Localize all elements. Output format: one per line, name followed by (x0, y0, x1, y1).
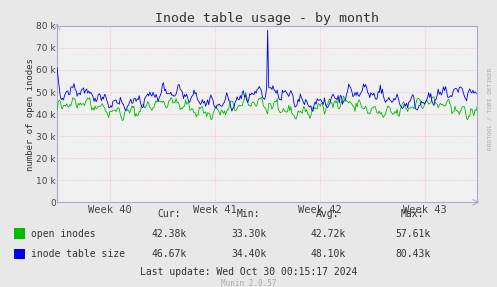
Text: Cur:: Cur: (157, 209, 181, 219)
Text: Last update: Wed Oct 30 00:15:17 2024: Last update: Wed Oct 30 00:15:17 2024 (140, 267, 357, 277)
Text: Max:: Max: (401, 209, 424, 219)
Text: 80.43k: 80.43k (395, 249, 430, 259)
Text: Avg:: Avg: (316, 209, 340, 219)
Text: 42.72k: 42.72k (311, 229, 345, 239)
Text: 48.10k: 48.10k (311, 249, 345, 259)
Y-axis label: number of open inodes: number of open inodes (26, 58, 35, 170)
Text: open inodes: open inodes (31, 229, 95, 239)
Text: inode table size: inode table size (31, 249, 125, 259)
Text: 33.30k: 33.30k (231, 229, 266, 239)
Text: 34.40k: 34.40k (231, 249, 266, 259)
Text: Munin 2.0.57: Munin 2.0.57 (221, 279, 276, 287)
Text: Min:: Min: (237, 209, 260, 219)
Text: RRDTOOL / TOBI OETIKER: RRDTOOL / TOBI OETIKER (487, 68, 492, 150)
Text: 46.67k: 46.67k (152, 249, 186, 259)
Text: 57.61k: 57.61k (395, 229, 430, 239)
Text: 42.38k: 42.38k (152, 229, 186, 239)
Title: Inode table usage - by month: Inode table usage - by month (155, 12, 379, 25)
